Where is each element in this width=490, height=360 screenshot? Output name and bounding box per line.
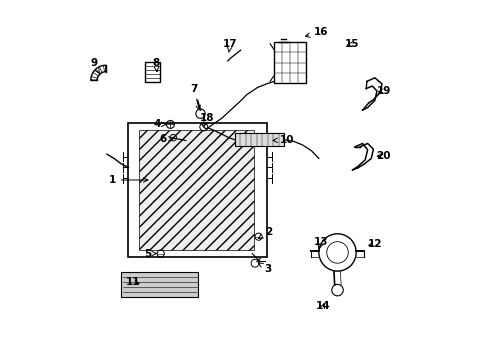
Bar (139, 130, 254, 250)
Text: 10: 10 (273, 135, 294, 145)
Text: 9: 9 (90, 58, 99, 74)
Text: 17: 17 (222, 40, 237, 52)
Text: 18: 18 (200, 113, 215, 126)
Text: 13: 13 (314, 237, 328, 249)
Text: 1: 1 (109, 175, 148, 185)
Text: 3: 3 (259, 263, 272, 274)
Text: 20: 20 (376, 150, 391, 161)
Text: 5: 5 (144, 248, 157, 258)
Text: 7: 7 (191, 84, 200, 110)
Bar (235, 133, 285, 146)
Text: 15: 15 (344, 40, 359, 49)
Text: 4: 4 (153, 120, 167, 129)
Bar (122, 272, 198, 297)
Text: 14: 14 (316, 301, 330, 311)
Text: 11: 11 (126, 277, 140, 287)
Bar (146, 62, 160, 82)
Text: 16: 16 (305, 27, 328, 37)
Bar (128, 123, 267, 257)
Text: 6: 6 (160, 134, 173, 144)
Text: 2: 2 (258, 227, 272, 239)
Text: 12: 12 (368, 239, 382, 249)
Bar (274, 42, 306, 83)
Text: 8: 8 (152, 58, 160, 72)
Text: 19: 19 (377, 86, 392, 96)
